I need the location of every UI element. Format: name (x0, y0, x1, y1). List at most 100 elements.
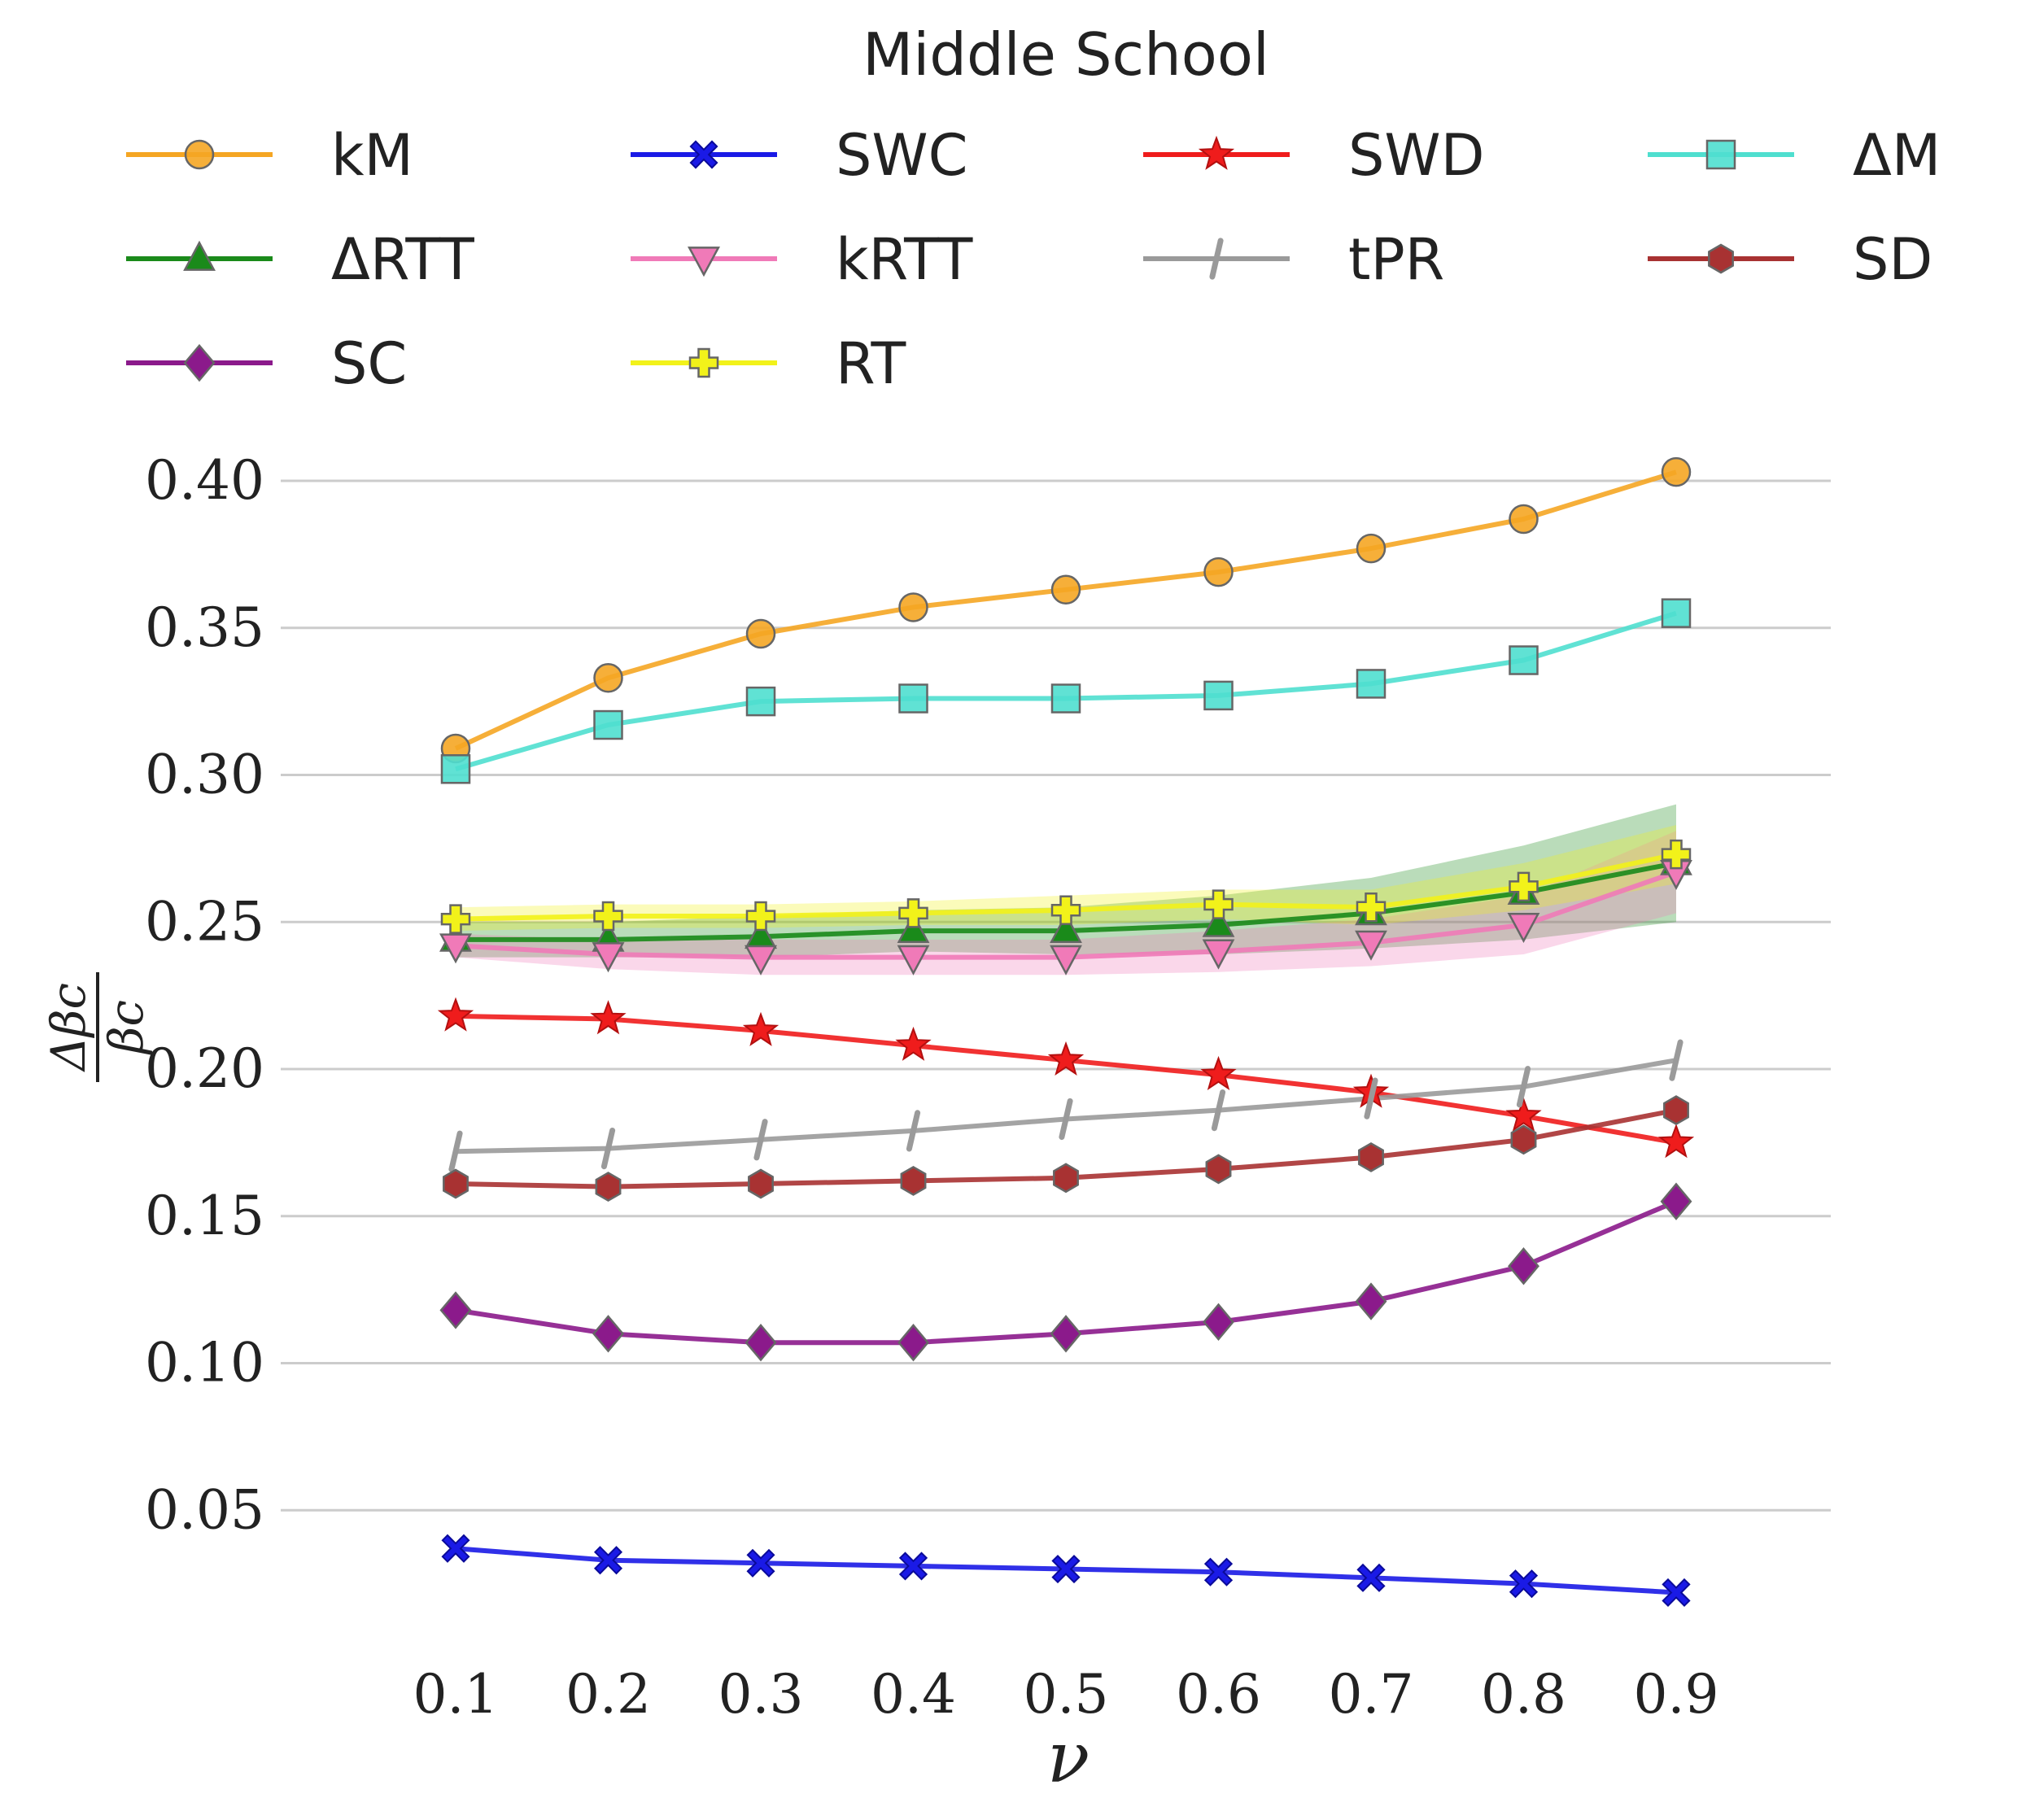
markers-tpr (448, 1039, 1683, 1172)
point-sc (439, 1291, 472, 1329)
point-delta-m (745, 686, 776, 717)
legend-item-delta-rtt: ΔRTT (126, 226, 474, 293)
point-km (1356, 533, 1387, 564)
point-krtt (897, 945, 930, 975)
point-krtt (1202, 939, 1235, 970)
point-sc (1050, 1315, 1082, 1353)
legend-label: kM (331, 122, 413, 189)
y-axis-label-numerator: Δβc (41, 983, 96, 1072)
point-sc (897, 1323, 929, 1362)
legend-label: SWC (836, 122, 968, 189)
legend-item-sd: SD (1648, 226, 1932, 293)
legend-marker (689, 140, 718, 169)
legend-item-tpr: tPR (1143, 226, 1444, 293)
point-delta-m (1356, 669, 1387, 699)
x-tick-label: 0.1 (413, 1663, 499, 1726)
point-rt (1661, 839, 1692, 870)
point-km (1203, 556, 1234, 587)
point-swc (746, 1548, 775, 1578)
x-tick-label: 0.5 (1024, 1663, 1109, 1726)
legend-item-swc: SWC (631, 122, 968, 189)
series-lines (454, 469, 1678, 1595)
legend-item-km: kM (126, 122, 413, 189)
legend-label: tPR (1348, 226, 1444, 293)
legend-label: ΔRTT (331, 226, 474, 293)
point-tpr (1364, 1077, 1378, 1119)
point-swc (593, 1546, 623, 1575)
point-swc (898, 1552, 928, 1581)
point-krtt (1050, 945, 1082, 975)
point-delta-m (593, 709, 623, 740)
legend-marker (1209, 238, 1224, 280)
x-tick-label: 0.9 (1634, 1663, 1719, 1726)
markers-krtt (439, 859, 1692, 975)
point-delta-rtt (1050, 912, 1082, 943)
point-sc (1660, 1182, 1692, 1220)
point-km (898, 592, 928, 622)
point-km (745, 618, 776, 649)
markers-sd (443, 1095, 1689, 1202)
point-swd (1047, 1041, 1085, 1076)
x-tick-label: 0.7 (1329, 1663, 1414, 1726)
point-delta-m (1203, 680, 1234, 711)
point-krtt (1355, 930, 1387, 961)
point-delta-rtt (897, 912, 930, 943)
legend-marker (688, 347, 719, 378)
point-sd (1510, 1124, 1537, 1155)
x-tick-label: 0.2 (566, 1663, 651, 1726)
x-tick-label: 0.6 (1176, 1663, 1261, 1726)
point-swd (742, 1011, 780, 1046)
point-sd (748, 1168, 774, 1199)
legend-label: RT (836, 330, 906, 397)
legend-marker (1198, 135, 1235, 170)
point-tpr (1516, 1066, 1531, 1108)
y-tick-labels: 0.05 0.10 0.15 0.20 0.25 0.30 0.35 0.40 (145, 449, 264, 1541)
point-km (1661, 456, 1692, 487)
markers-swd (437, 997, 1695, 1159)
point-sd (1205, 1154, 1232, 1185)
point-krtt (745, 945, 777, 975)
markers-delta-m (440, 598, 1692, 784)
point-rt (440, 904, 471, 934)
point-rt (745, 901, 776, 932)
point-swd (437, 997, 474, 1032)
legend: kM ΔRTT SC SWC kRTT RT SWD tPR ΔM SD (126, 122, 1941, 397)
point-delta-rtt (1202, 906, 1235, 937)
point-sd (900, 1165, 927, 1196)
point-rt (1050, 895, 1081, 926)
point-sd (443, 1168, 469, 1199)
point-sc (745, 1323, 777, 1362)
legend-item-swd: SWD (1143, 122, 1485, 189)
point-rt (1203, 889, 1234, 919)
point-sc (592, 1315, 625, 1353)
point-delta-m (1509, 645, 1539, 675)
markers-rt (440, 839, 1692, 934)
y-tick-label: 0.25 (145, 890, 264, 953)
line-tpr (455, 1058, 1677, 1154)
point-swd (1657, 1124, 1695, 1159)
point-tpr (448, 1130, 463, 1172)
x-axis-label: ν (1047, 1717, 1090, 1799)
legend-item-sc: SC (126, 330, 407, 397)
point-swc (1509, 1569, 1539, 1599)
y-tick-label: 0.15 (145, 1185, 264, 1247)
point-tpr (600, 1128, 616, 1170)
legend-item-delta-m: ΔM (1648, 122, 1941, 189)
point-tpr (1059, 1098, 1073, 1141)
y-tick-label: 0.40 (145, 449, 264, 512)
markers-km (440, 456, 1692, 764)
point-tpr (753, 1119, 768, 1161)
grid-lines (281, 479, 1831, 1512)
point-sd (595, 1172, 622, 1202)
chart-title: Middle School (862, 20, 1269, 89)
y-tick-label: 0.35 (145, 596, 264, 659)
legend-marker (688, 247, 720, 277)
legend-item-rt: RT (631, 330, 906, 397)
point-swc (441, 1534, 470, 1563)
point-tpr (1211, 1089, 1226, 1132)
legend-marker (184, 139, 215, 170)
point-delta-m (898, 683, 928, 714)
point-swd (1505, 1097, 1542, 1132)
point-swd (1200, 1055, 1237, 1091)
point-km (1050, 574, 1081, 605)
